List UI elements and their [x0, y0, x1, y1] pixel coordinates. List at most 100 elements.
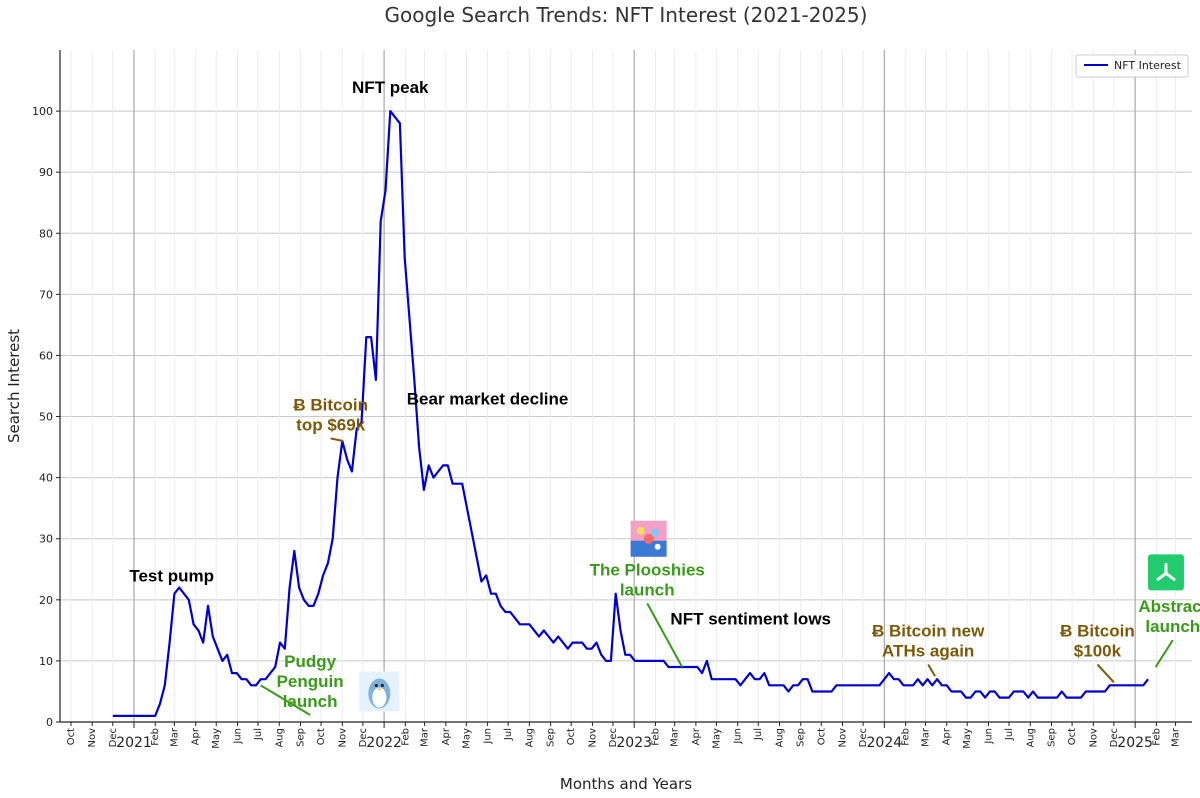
x-month-label: Sep — [546, 728, 557, 747]
y-tick-label: 40 — [39, 472, 53, 485]
x-month-label: Jul — [753, 728, 764, 741]
annotation-line: launch — [283, 692, 338, 711]
x-month-label: Dec — [858, 728, 869, 747]
annotation-sentiment: NFT sentiment lows — [670, 609, 831, 628]
annotation-line: Ƀ Bitcoin — [293, 395, 368, 414]
x-month-label: Jun — [983, 728, 994, 745]
x-year-label: 2021 — [116, 735, 152, 751]
x-month-label: Jun — [232, 728, 243, 745]
x-month-label: Oct — [816, 728, 827, 745]
x-month-label: Mar — [420, 727, 431, 747]
x-month-label: Dec — [608, 728, 619, 747]
x-axis-ticks: Oct Nov Dec Feb Mar Apr May Jun Jul Aug Sep Oct Nov D… — [66, 722, 1182, 751]
annotation-text: Pudgy Penguin launch — [277, 652, 344, 711]
y-tick-label: 80 — [39, 227, 53, 240]
y-tick-label: 100 — [32, 105, 53, 118]
y-tick-label: 50 — [39, 411, 53, 424]
x-month-label: Oct — [1067, 728, 1078, 745]
annotation-btc-69k: Ƀ Bitcoin top $69k — [293, 395, 368, 442]
x-month-label: Jul — [253, 728, 264, 741]
annotation-line: Ƀ Bitcoin new — [872, 621, 985, 640]
x-month-label: Mar — [169, 727, 180, 747]
annotation-text: NFT peak — [352, 78, 429, 97]
y-tick-label: 60 — [39, 349, 53, 362]
x-month-label: Sep — [1047, 728, 1058, 747]
x-month-label: Apr — [191, 727, 202, 745]
annotation-nft-peak: NFT peak — [352, 78, 429, 97]
x-month-label: Dec — [108, 728, 119, 747]
annotation-line: The Plooshies — [590, 560, 705, 579]
axes — [59, 50, 1192, 723]
y-tick-label: 70 — [39, 288, 53, 301]
x-month-label: May — [962, 728, 973, 749]
y-axis-label: Search Interest — [5, 329, 23, 443]
x-month-label: Feb — [650, 728, 661, 746]
annotation-pudgy: Pudgy Penguin launch — [260, 652, 400, 716]
annotation-arrow — [927, 663, 936, 677]
x-month-label: Feb — [400, 728, 411, 746]
annotation-text: Ƀ Bitcoin top $69k — [293, 395, 368, 434]
annotation-btc-100k: Ƀ Bitcoin $100k — [1060, 621, 1135, 683]
annotation-arrow — [1096, 663, 1115, 683]
y-tick-label: 10 — [39, 655, 53, 668]
x-month-label: May — [211, 728, 222, 749]
x-month-label: Apr — [441, 727, 452, 745]
penguin-eye — [380, 683, 384, 688]
chart-title: Google Search Trends: NFT Interest (2021… — [385, 3, 868, 27]
grid-lines — [60, 50, 1192, 722]
y-axis-ticks: 0 10 20 30 40 50 60 70 80 90 100 — [32, 105, 60, 729]
x-year-label: 2022 — [366, 735, 402, 751]
x-month-label: Oct — [316, 728, 327, 745]
x-month-label: Aug — [274, 728, 285, 748]
legend-label: NFT Interest — [1114, 59, 1182, 72]
x-month-label: Jul — [1004, 728, 1015, 741]
annotation-bear: Bear market decline — [407, 389, 569, 408]
annotation-arrow — [1154, 639, 1174, 668]
x-month-label: Apr — [691, 727, 702, 745]
annotation-line: Test pump — [129, 566, 214, 585]
x-month-label: Aug — [774, 728, 785, 748]
y-tick-label: 30 — [39, 533, 53, 546]
icon-dot — [643, 533, 654, 544]
annotation-text: Bear market decline — [407, 389, 569, 408]
annotation-text: Ƀ Bitcoin $100k — [1060, 621, 1135, 660]
annotation-text: Test pump — [129, 566, 214, 585]
penguin-eye — [374, 683, 378, 688]
x-month-label: May — [711, 728, 722, 749]
annotation-line: Pudgy — [284, 652, 336, 671]
y-tick-label: 20 — [39, 594, 53, 607]
x-month-label: Jun — [483, 728, 494, 745]
x-month-label: Dec — [1109, 728, 1120, 747]
x-year-label: 2025 — [1117, 735, 1153, 751]
x-month-label: Nov — [587, 728, 598, 748]
plooshies-icon — [630, 520, 667, 557]
x-month-label: Nov — [838, 728, 849, 748]
annotation-line: Penguin — [277, 672, 344, 691]
y-tick-label: 0 — [46, 716, 53, 729]
legend: NFT Interest — [1075, 54, 1189, 78]
x-month-label: Jul — [503, 728, 514, 741]
x-year-label: 2024 — [867, 735, 903, 751]
annotation-btc-aths: Ƀ Bitcoin new ATHs again — [872, 621, 985, 677]
annotation-arrow — [330, 437, 344, 442]
penguin-belly — [372, 687, 387, 708]
annotation-line: NFT peak — [352, 78, 429, 97]
x-month-label: Oct — [566, 728, 577, 745]
x-month-label: Mar — [670, 727, 681, 747]
abstract-logo-icon — [1147, 554, 1184, 591]
x-month-label: Feb — [1151, 728, 1162, 746]
x-month-label: Feb — [901, 728, 912, 746]
x-month-label: Oct — [66, 728, 77, 745]
annotation-text: Ƀ Bitcoin new ATHs again — [872, 621, 985, 660]
x-month-label: Sep — [796, 728, 807, 747]
x-month-label: Mar — [1171, 727, 1182, 747]
icon-dot — [654, 543, 661, 550]
annotation-text: The Plooshies launch — [590, 560, 705, 599]
x-axis-label: Months and Years — [560, 775, 692, 793]
annotation-line: NFT sentiment lows — [670, 609, 831, 628]
x-month-label: Dec — [358, 728, 369, 747]
x-month-label: Aug — [524, 728, 535, 748]
x-month-label: May — [461, 728, 472, 749]
y-tick-label: 90 — [39, 166, 53, 179]
